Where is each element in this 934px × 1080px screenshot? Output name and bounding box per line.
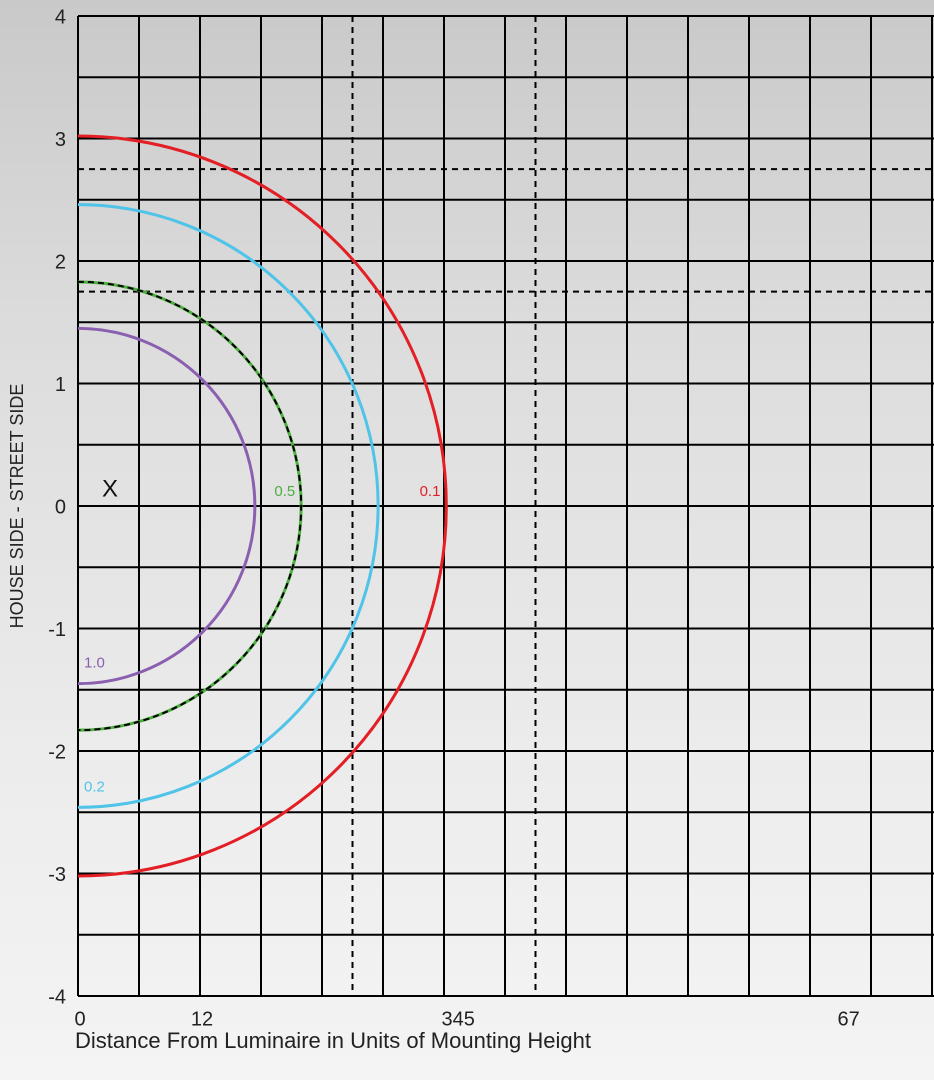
x-tick-label: 67 — [837, 1008, 859, 1030]
contour — [77, 203, 380, 809]
y-tick-label: -4 — [48, 986, 66, 1008]
x-tick-label: 12 — [191, 1008, 213, 1030]
x-axis-title: Distance From Luminaire in Units of Moun… — [75, 1028, 591, 1053]
contour-label: 0.2 — [84, 778, 105, 795]
y-tick-label: 3 — [55, 129, 66, 151]
y-tick-label: 2 — [55, 251, 66, 273]
y-tick-label: -2 — [48, 741, 66, 763]
contour — [77, 326, 257, 686]
contour-outline — [77, 280, 303, 732]
contour — [77, 134, 448, 878]
x-tick-label: 345 — [442, 1008, 475, 1030]
contour-label: 0.5 — [274, 483, 295, 500]
y-axis-title: HOUSE SIDE - STREET SIDE — [7, 384, 27, 629]
y-tick-label: 4 — [55, 6, 66, 28]
y-tick-label: -3 — [48, 864, 66, 886]
y-tick-label: -1 — [48, 619, 66, 641]
y-tick-label: 0 — [55, 496, 66, 518]
x-tick-label: 0 — [74, 1008, 85, 1030]
contour-label: 1.0 — [84, 655, 105, 672]
contour-label: 0.1 — [420, 483, 441, 500]
y-tick-label: 1 — [55, 374, 66, 396]
marker: X — [102, 475, 118, 502]
